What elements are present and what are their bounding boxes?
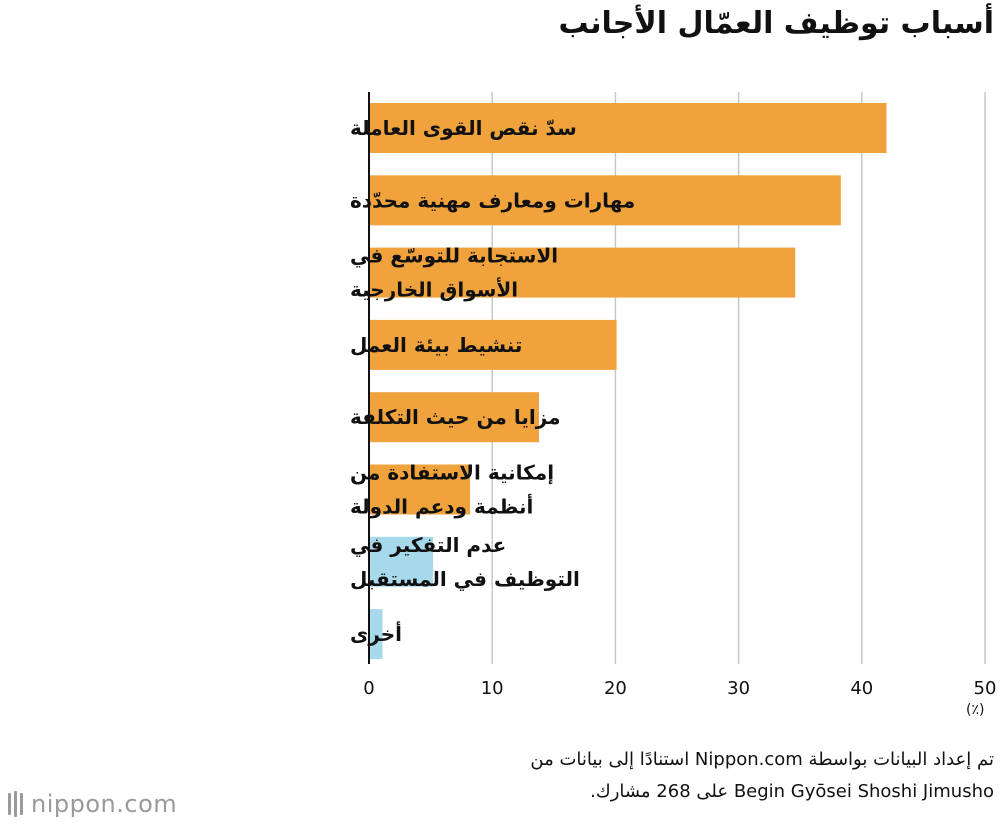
bar — [369, 103, 887, 153]
category-label: الاستجابة للتوسّع في الأسواق الخارجية — [350, 244, 558, 302]
x-tick-label: 0 — [363, 678, 374, 699]
category-label: سدّ نقص القوى العاملة — [350, 116, 577, 140]
source-note-line-2: Begin Gyōsei Shoshi Jimusho على 268 مشار… — [590, 781, 994, 802]
category-label-line: الأسواق الخارجية — [350, 277, 518, 302]
category-label-line: مزايا من حيث التكلفة — [350, 405, 561, 429]
category-label-line: تنشيط بيئة العمل — [350, 333, 522, 357]
x-tick-label: 20 — [604, 678, 627, 699]
category-label-line: إمكانية الاستفادة من — [350, 461, 554, 485]
bar — [369, 464, 471, 515]
category-label-layer: سدّ نقص القوى العاملة مهارات ومعارف مهنية… — [350, 116, 635, 646]
x-tick-label: 10 — [481, 678, 504, 699]
category-label: عدم التفكير في التوظيف في المستقبل — [350, 533, 580, 592]
category-label: تنشيط بيئة العمل — [350, 333, 522, 357]
category-label: أخرى — [350, 620, 402, 646]
page-title: أسباب توظيف العمّال الأجانب — [558, 6, 995, 41]
bar — [369, 247, 796, 298]
logo-bars-icon — [8, 791, 23, 817]
category-label-line: الاستجابة للتوسّع في — [350, 244, 558, 269]
category-label-line: التوظيف في المستقبل — [350, 567, 580, 592]
nippon-logo: nippon.com — [8, 786, 177, 822]
category-label-line: مهارات ومعارف مهنية محدّدة — [350, 188, 635, 212]
category-label: مزايا من حيث التكلفة — [350, 405, 561, 429]
logo-text: nippon.com — [31, 790, 178, 818]
x-tick-label: 30 — [727, 678, 750, 699]
category-label-line: سدّ نقص القوى العاملة — [350, 116, 577, 140]
category-label: مهارات ومعارف مهنية محدّدة — [350, 188, 635, 212]
category-label: إمكانية الاستفادة من أنظمة ودعم الدولة — [350, 461, 554, 519]
category-label-line: عدم التفكير في — [350, 533, 506, 558]
category-label-line: أنظمة ودعم الدولة — [350, 493, 533, 519]
x-tick-label: 50 — [974, 678, 997, 699]
x-tick-label: 40 — [850, 678, 873, 699]
x-tick-layer: 0 10 20 30 40 50 — [363, 678, 996, 699]
source-note: تم إعداد البيانات بواسطة Nippon.com استن… — [354, 744, 994, 808]
source-note-line-1: تم إعداد البيانات بواسطة Nippon.com استن… — [530, 749, 994, 770]
bar — [369, 609, 383, 660]
bar — [369, 536, 434, 587]
bar-layer — [369, 103, 887, 660]
category-label-line: أخرى — [350, 620, 402, 646]
bar — [369, 319, 617, 370]
bar — [369, 175, 841, 226]
bar — [369, 392, 540, 443]
bar-chart: سدّ نقص القوى العاملة مهارات ومعارف مهنية… — [350, 92, 996, 699]
unit-label: (٪) — [966, 702, 985, 718]
